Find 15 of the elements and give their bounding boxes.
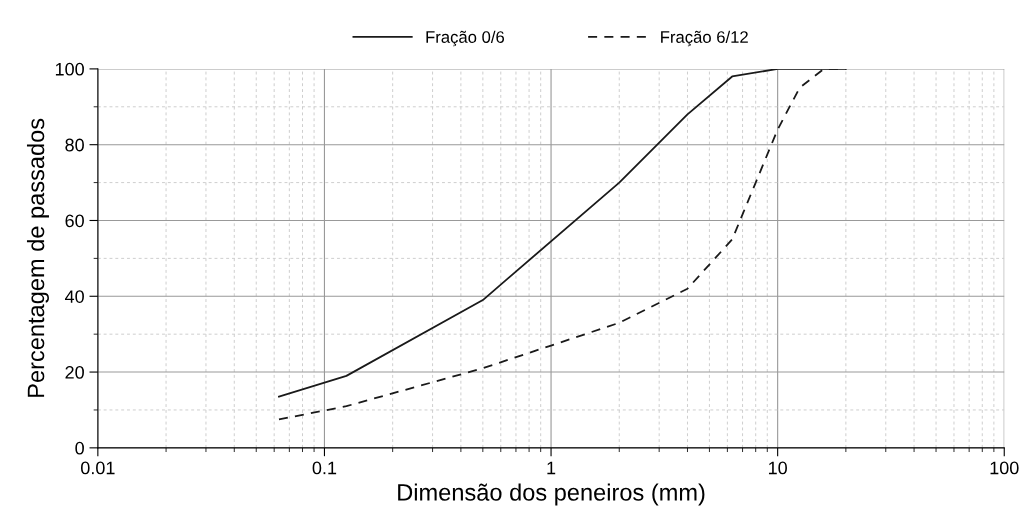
y-tick-label: 80 bbox=[65, 138, 84, 152]
x-tick-label: 10 bbox=[768, 461, 787, 475]
x-tick-label: 0.1 bbox=[312, 461, 337, 475]
y-tick-label: 20 bbox=[65, 365, 84, 379]
y-tick-label: 100 bbox=[55, 62, 84, 76]
y-tick-label: 60 bbox=[65, 214, 84, 228]
legend-label: Fração 6/12 bbox=[661, 30, 748, 47]
y-axis-title: Percentagem de passados bbox=[26, 118, 49, 397]
x-axis-title: Dimensão dos peneiros (mm) bbox=[398, 483, 705, 506]
legend-label: Fração 0/6 bbox=[426, 30, 505, 47]
y-tick-label: 40 bbox=[64, 290, 84, 303]
y-tick-label: 0 bbox=[75, 441, 84, 455]
x-tick-label: 0.01 bbox=[80, 461, 115, 475]
x-tick-label: 100 bbox=[990, 461, 1019, 475]
x-tick-label: 1 bbox=[547, 461, 556, 475]
